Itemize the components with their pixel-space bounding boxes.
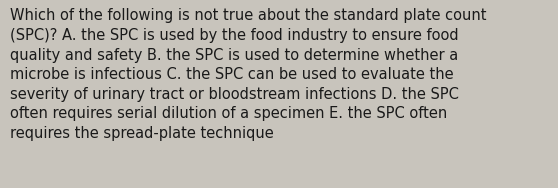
Text: Which of the following is not true about the standard plate count
(SPC)? A. the : Which of the following is not true about… xyxy=(10,8,487,141)
